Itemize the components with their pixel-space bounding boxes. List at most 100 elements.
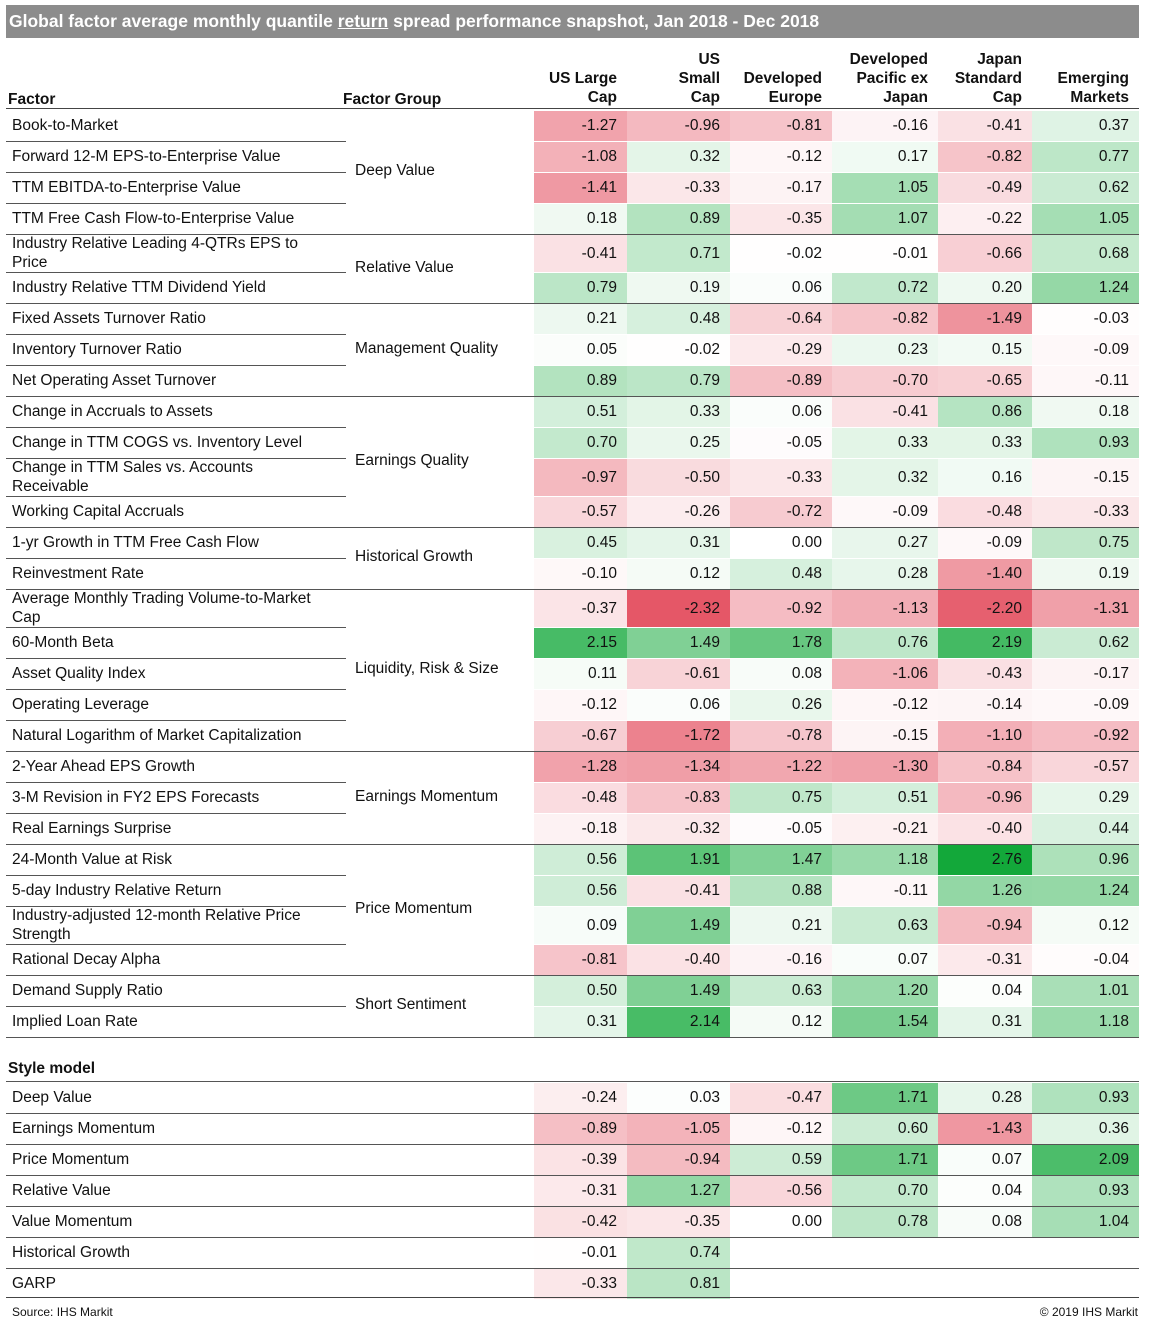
value-cell-developed-europe: -0.12 [730,1114,832,1144]
value-cell-developed-pacific-ex-japan: 0.27 [832,528,938,558]
value-cell-developed-europe: -0.89 [730,366,832,396]
value-cell-japan-standard-cap: 0.31 [938,1007,1032,1037]
value-cell-us-small-cap: 0.32 [627,142,730,172]
value-cell-emerging-markets: 1.18 [1032,1007,1139,1037]
value-cell-us-large-cap: -0.89 [534,1114,627,1144]
value-cell-developed-europe: 0.00 [730,1207,832,1237]
value-cell-developed-europe: -0.05 [730,814,832,844]
value-cell-emerging-markets: 0.19 [1032,559,1139,589]
value-cell-emerging-markets: -0.15 [1032,459,1139,496]
header-region-us-small-cap: US Small Cap [678,51,720,106]
value-cell-developed-pacific-ex-japan: 1.07 [832,204,938,234]
style-model-title: Style model [8,1060,95,1077]
header-region-developed-europe: Developed Europe [743,70,822,106]
value-cell-japan-standard-cap: -2.20 [938,590,1032,627]
value-cell-developed-europe: -0.47 [730,1083,832,1113]
value-cell-us-large-cap: -0.39 [534,1145,627,1175]
factor-group-label: Price Momentum [355,899,473,917]
value-cell-emerging-markets: 0.68 [1032,235,1139,272]
value-cell-japan-standard-cap: -0.66 [938,235,1032,272]
value-cell-developed-europe: -0.02 [730,235,832,272]
value-cell-developed-pacific-ex-japan: -0.16 [832,111,938,141]
header-region-japan-standard-cap: Japan Standard Cap [954,51,1022,106]
value-cell-japan-standard-cap: -1.40 [938,559,1032,589]
value-cell-developed-europe: 0.75 [730,783,832,813]
value-cell-developed-pacific-ex-japan: 0.78 [832,1207,938,1237]
value-cell-developed-pacific-ex-japan: 0.76 [832,628,938,658]
value-cell-us-large-cap: 0.31 [534,1007,627,1037]
value-cell-developed-europe: -1.22 [730,752,832,782]
value-cell-us-large-cap: 0.11 [534,659,627,689]
value-cell-japan-standard-cap: -0.96 [938,783,1032,813]
factor-name: Operating Leverage [12,696,150,713]
value-cell-japan-standard-cap: -0.40 [938,814,1032,844]
value-cell-japan-standard-cap: -1.43 [938,1114,1032,1144]
value-cell-developed-europe: -0.16 [730,945,832,975]
value-cell-developed-europe: -0.78 [730,721,832,751]
value-cell-japan-standard-cap: -0.43 [938,659,1032,689]
title-text-after: spread performance snapshot, Jan 2018 - … [388,11,820,31]
value-cell-developed-europe: -0.29 [730,335,832,365]
value-cell-us-large-cap: -0.57 [534,497,627,527]
value-cell-developed-pacific-ex-japan: 1.05 [832,173,938,203]
value-cell-us-large-cap: -0.37 [534,590,627,627]
value-cell-japan-standard-cap: 0.04 [938,976,1032,1006]
row-divider [6,203,346,204]
chart-title: Global factor average monthly quantile r… [6,5,1139,38]
value-cell-us-large-cap: -1.41 [534,173,627,203]
factor-name: Fixed Assets Turnover Ratio [12,310,206,327]
value-cell-emerging-markets: -0.17 [1032,659,1139,689]
value-cell-emerging-markets: 0.18 [1032,397,1139,427]
factor-name: Change in Accruals to Assets [12,403,213,420]
factor-name: Relative Value [12,1182,111,1199]
value-cell-developed-europe: 0.26 [730,690,832,720]
factor-name: Rational Decay Alpha [12,951,161,968]
factor-name: Earnings Momentum [12,1120,156,1137]
value-cell-developed-pacific-ex-japan: 0.51 [832,783,938,813]
value-cell-us-small-cap: -0.94 [627,1145,730,1175]
value-cell-us-small-cap: 1.49 [627,976,730,1006]
row-divider [6,844,1139,845]
header-factor-group: Factor Group [343,91,442,108]
value-cell-us-small-cap: 1.49 [627,628,730,658]
value-cell-us-large-cap: -0.48 [534,783,627,813]
factor-name: Natural Logarithm of Market Capitalizati… [12,727,302,744]
row-divider [6,1081,1139,1082]
value-cell-emerging-markets: 0.62 [1032,173,1139,203]
value-cell-emerging-markets: -0.09 [1032,335,1139,365]
value-cell-developed-pacific-ex-japan: 0.70 [832,1176,938,1206]
row-divider [6,1006,346,1007]
factor-name: Forward 12-M EPS-to-Enterprise Value [12,148,281,165]
factor-group-label: Historical Growth [355,548,473,565]
factor-name: Historical Growth [12,1244,130,1261]
value-cell-emerging-markets: 0.77 [1032,142,1139,172]
value-cell-us-small-cap: -1.05 [627,1114,730,1144]
factor-name: Industry-adjusted 12-month Relative Pric… [12,907,301,943]
value-cell-emerging-markets: 0.93 [1032,1176,1139,1206]
value-cell-developed-pacific-ex-japan: -0.82 [832,304,938,334]
row-divider [6,303,1139,304]
value-cell-emerging-markets: 2.09 [1032,1145,1139,1175]
factor-name: Industry Relative TTM Dividend Yield [12,279,266,296]
factor-name: Change in TTM Sales vs. Accounts Receiva… [12,459,253,495]
value-cell-developed-pacific-ex-japan: 0.63 [832,907,938,944]
value-cell-developed-europe: 0.48 [730,559,832,589]
value-cell-us-large-cap: -1.27 [534,111,627,141]
value-cell-us-small-cap: 0.79 [627,366,730,396]
header-factor: Factor [8,91,56,108]
row-divider [6,172,346,173]
value-cell-us-small-cap: -2.32 [627,590,730,627]
value-cell-us-small-cap: -0.32 [627,814,730,844]
value-cell-developed-pacific-ex-japan: -0.15 [832,721,938,751]
row-divider [6,234,1139,235]
value-cell-us-small-cap: 0.89 [627,204,730,234]
factor-name: Change in TTM COGS vs. Inventory Level [12,434,303,451]
value-cell-us-large-cap: -0.12 [534,690,627,720]
value-cell-developed-europe: 0.08 [730,659,832,689]
value-cell-developed-pacific-ex-japan: -1.13 [832,590,938,627]
value-cell-japan-standard-cap: -0.94 [938,907,1032,944]
value-cell-us-large-cap: 0.05 [534,335,627,365]
value-cell-developed-pacific-ex-japan: 1.18 [832,845,938,875]
value-cell-developed-europe: 0.06 [730,397,832,427]
value-cell-emerging-markets: -0.04 [1032,945,1139,975]
